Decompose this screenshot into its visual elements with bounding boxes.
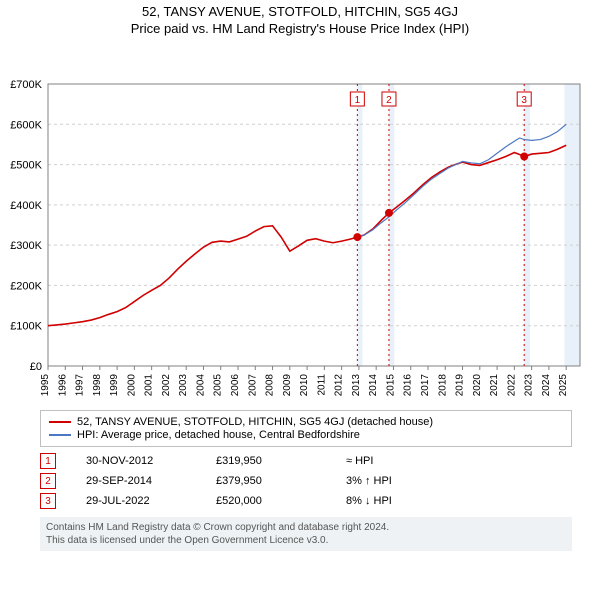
title-subtitle: Price paid vs. HM Land Registry's House … — [0, 21, 600, 36]
svg-text:2020: 2020 — [472, 374, 483, 397]
svg-text:2011: 2011 — [316, 374, 327, 396]
sale-date: 30-NOV-2012 — [86, 455, 186, 467]
title-address: 52, TANSY AVENUE, STOTFOLD, HITCHIN, SG5… — [0, 4, 600, 19]
svg-text:2014: 2014 — [368, 374, 379, 397]
svg-text:2016: 2016 — [403, 374, 414, 397]
svg-text:£400K: £400K — [10, 200, 42, 212]
svg-text:£100K: £100K — [10, 321, 42, 333]
svg-text:2021: 2021 — [489, 374, 500, 397]
legend-item: 52, TANSY AVENUE, STOTFOLD, HITCHIN, SG5… — [49, 416, 563, 428]
svg-text:2024: 2024 — [541, 374, 552, 397]
svg-text:2012: 2012 — [334, 374, 345, 397]
footer-line: Contains HM Land Registry data © Crown c… — [46, 521, 566, 534]
sales-row: 3 29-JUL-2022 £520,000 8% ↓ HPI — [40, 493, 572, 509]
sales-table: 1 30-NOV-2012 £319,950 ≈ HPI 2 29-SEP-20… — [40, 453, 572, 509]
legend-swatch — [49, 421, 71, 423]
svg-text:2008: 2008 — [265, 374, 276, 397]
svg-text:£500K: £500K — [10, 160, 42, 172]
footer: Contains HM Land Registry data © Crown c… — [40, 517, 572, 551]
svg-text:2022: 2022 — [506, 374, 517, 397]
legend-label: 52, TANSY AVENUE, STOTFOLD, HITCHIN, SG5… — [77, 416, 433, 428]
svg-text:2015: 2015 — [385, 374, 396, 397]
sale-date: 29-SEP-2014 — [86, 475, 186, 487]
sale-price: £319,950 — [216, 455, 316, 467]
legend-item: HPI: Average price, detached house, Cent… — [49, 429, 563, 441]
svg-text:£600K: £600K — [10, 119, 42, 131]
chart: £0 £100K £200K £300K £400K £500K £600K £700K 199… — [0, 36, 600, 406]
svg-text:2000: 2000 — [126, 374, 137, 397]
svg-text:2023: 2023 — [524, 374, 535, 397]
svg-text:£0: £0 — [30, 361, 42, 373]
legend-swatch — [49, 434, 71, 436]
sale-price: £379,950 — [216, 475, 316, 487]
svg-text:2002: 2002 — [161, 374, 172, 397]
sale-hpi: ≈ HPI — [346, 455, 572, 467]
sale-date: 29-JUL-2022 — [86, 495, 186, 507]
svg-text:£700K: £700K — [10, 79, 42, 91]
sale-badge: 2 — [40, 473, 56, 489]
svg-text:2001: 2001 — [144, 374, 155, 397]
svg-text:2025: 2025 — [558, 374, 569, 397]
svg-text:2018: 2018 — [437, 374, 448, 397]
svg-text:2004: 2004 — [195, 374, 206, 397]
svg-text:1997: 1997 — [75, 374, 86, 397]
svg-text:£200K: £200K — [10, 280, 42, 292]
sale-hpi: 3% ↑ HPI — [346, 475, 572, 487]
svg-text:2009: 2009 — [282, 374, 293, 397]
sales-row: 1 30-NOV-2012 £319,950 ≈ HPI — [40, 453, 572, 469]
sales-row: 2 29-SEP-2014 £379,950 3% ↑ HPI — [40, 473, 572, 489]
svg-text:1995: 1995 — [40, 374, 51, 397]
svg-text:1999: 1999 — [109, 374, 120, 397]
svg-text:1996: 1996 — [57, 374, 68, 397]
svg-text:2010: 2010 — [299, 374, 310, 397]
svg-text:2003: 2003 — [178, 374, 189, 397]
svg-text:2006: 2006 — [230, 374, 241, 397]
svg-text:1: 1 — [355, 95, 361, 106]
sale-badge: 1 — [40, 453, 56, 469]
legend: 52, TANSY AVENUE, STOTFOLD, HITCHIN, SG5… — [40, 410, 572, 447]
footer-line: This data is licensed under the Open Gov… — [46, 534, 566, 547]
chart-container: 52, TANSY AVENUE, STOTFOLD, HITCHIN, SG5… — [0, 0, 600, 551]
svg-text:3: 3 — [521, 95, 527, 106]
sale-price: £520,000 — [216, 495, 316, 507]
svg-text:2005: 2005 — [213, 374, 224, 397]
sale-hpi: 8% ↓ HPI — [346, 495, 572, 507]
svg-text:2007: 2007 — [247, 374, 258, 397]
legend-label: HPI: Average price, detached house, Cent… — [77, 429, 360, 441]
svg-text:£300K: £300K — [10, 240, 42, 252]
svg-text:2013: 2013 — [351, 374, 362, 397]
svg-text:2: 2 — [386, 95, 392, 106]
chart-svg: £0 £100K £200K £300K £400K £500K £600K £700K 199… — [0, 36, 600, 406]
sale-badge: 3 — [40, 493, 56, 509]
svg-text:1998: 1998 — [92, 374, 103, 397]
titles: 52, TANSY AVENUE, STOTFOLD, HITCHIN, SG5… — [0, 0, 600, 36]
svg-text:2017: 2017 — [420, 374, 431, 397]
svg-text:2019: 2019 — [455, 374, 466, 397]
